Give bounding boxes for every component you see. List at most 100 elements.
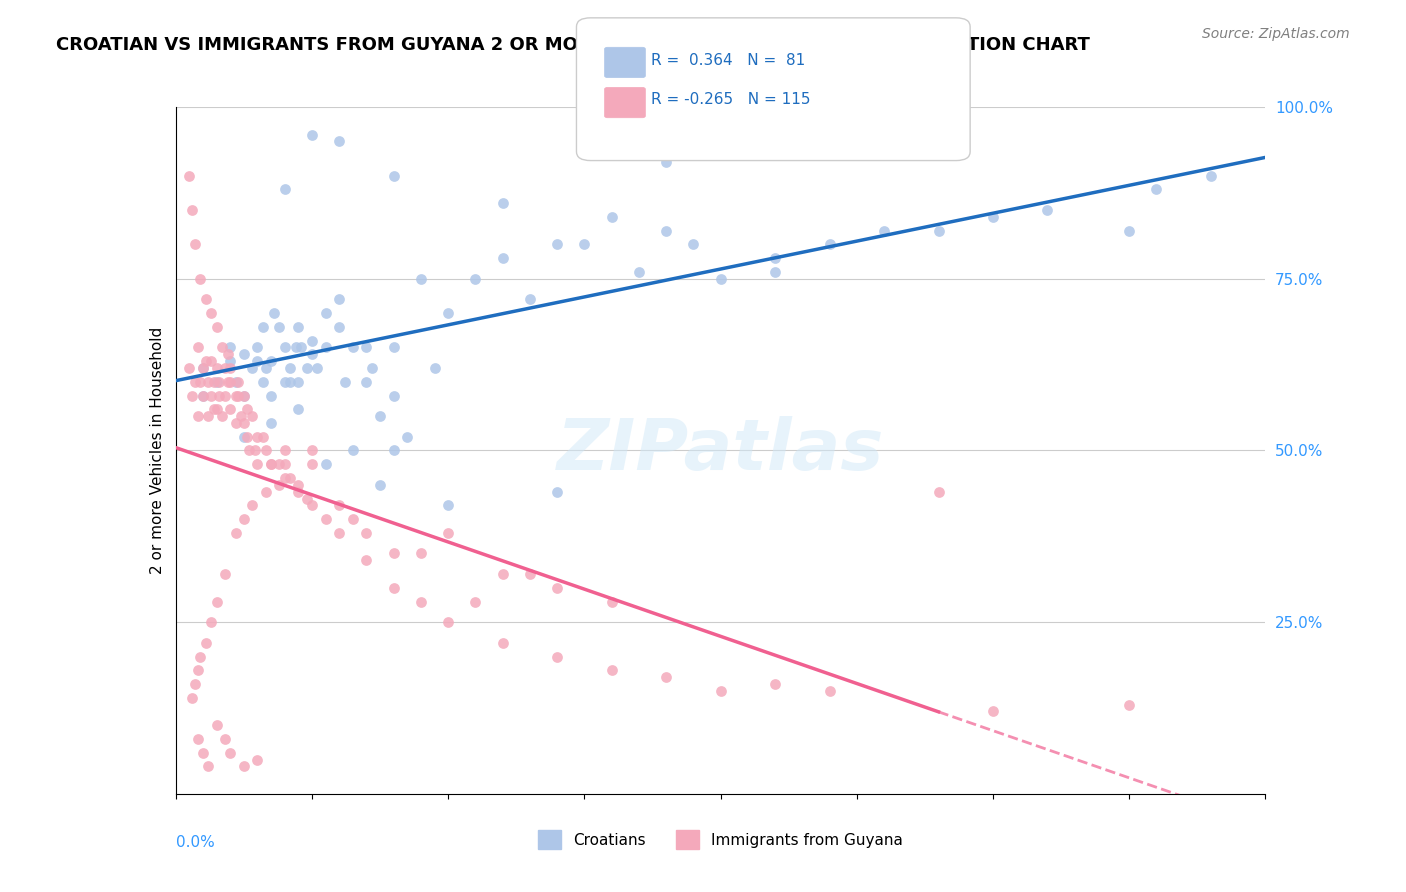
- Point: [492, 567, 515, 582]
- Point: [710, 271, 733, 285]
- Point: [184, 677, 207, 691]
- Point: [232, 416, 254, 430]
- Point: [219, 402, 242, 417]
- Point: [246, 354, 269, 368]
- Point: [382, 443, 405, 458]
- Point: [232, 759, 254, 773]
- Y-axis label: 2 or more Vehicles in Household: 2 or more Vehicles in Household: [149, 326, 165, 574]
- Point: [437, 615, 460, 630]
- Point: [307, 361, 329, 376]
- Point: [228, 375, 250, 389]
- Point: [627, 265, 650, 279]
- Point: [214, 567, 236, 582]
- Point: [200, 354, 222, 368]
- Point: [200, 615, 222, 630]
- Point: [214, 361, 236, 376]
- Point: [205, 594, 228, 608]
- Point: [301, 457, 323, 471]
- Point: [197, 759, 219, 773]
- Point: [240, 499, 263, 513]
- Point: [232, 347, 254, 361]
- Point: [260, 416, 283, 430]
- Point: [232, 430, 254, 444]
- Point: [382, 340, 405, 354]
- Point: [202, 375, 225, 389]
- Point: [464, 594, 486, 608]
- Point: [219, 354, 242, 368]
- Point: [254, 361, 277, 376]
- Point: [710, 683, 733, 698]
- Point: [315, 457, 337, 471]
- Point: [205, 319, 228, 334]
- Point: [928, 484, 950, 499]
- Point: [437, 499, 460, 513]
- Point: [360, 361, 382, 376]
- Point: [574, 237, 596, 252]
- Point: [655, 670, 678, 684]
- Point: [200, 306, 222, 320]
- Point: [254, 443, 277, 458]
- Point: [208, 388, 231, 402]
- Point: [356, 340, 378, 354]
- Point: [301, 499, 323, 513]
- Point: [295, 361, 318, 376]
- Point: [328, 319, 350, 334]
- Point: [260, 354, 283, 368]
- Point: [301, 443, 323, 458]
- Point: [295, 491, 318, 506]
- Point: [225, 525, 247, 540]
- Point: [217, 375, 239, 389]
- Point: [546, 237, 568, 252]
- Point: [191, 361, 214, 376]
- Point: [194, 354, 217, 368]
- Point: [328, 499, 350, 513]
- Point: [682, 237, 704, 252]
- Point: [205, 361, 228, 376]
- Point: [240, 361, 263, 376]
- Point: [252, 375, 274, 389]
- Point: [246, 340, 269, 354]
- Point: [269, 319, 291, 334]
- Point: [356, 525, 378, 540]
- Point: [1118, 224, 1140, 238]
- Point: [1036, 203, 1059, 218]
- Point: [186, 663, 209, 677]
- Point: [232, 512, 254, 526]
- Point: [238, 443, 260, 458]
- Point: [492, 636, 515, 650]
- Point: [368, 409, 391, 423]
- Point: [287, 375, 309, 389]
- Point: [818, 237, 841, 252]
- Legend: Croatians, Immigrants from Guyana: Croatians, Immigrants from Guyana: [531, 824, 910, 855]
- Point: [873, 224, 896, 238]
- Point: [194, 293, 217, 307]
- Point: [252, 430, 274, 444]
- Point: [188, 375, 211, 389]
- Point: [333, 375, 356, 389]
- Point: [928, 224, 950, 238]
- Point: [981, 210, 1004, 224]
- Point: [356, 553, 378, 567]
- Point: [202, 402, 225, 417]
- Point: [217, 347, 239, 361]
- Point: [437, 525, 460, 540]
- Point: [211, 409, 233, 423]
- Point: [243, 443, 266, 458]
- Point: [219, 340, 242, 354]
- Point: [763, 677, 786, 691]
- Point: [1144, 182, 1167, 196]
- Point: [184, 375, 207, 389]
- Point: [191, 388, 214, 402]
- Point: [382, 169, 405, 183]
- Point: [235, 430, 257, 444]
- Point: [464, 271, 486, 285]
- Point: [301, 334, 323, 348]
- Point: [492, 251, 515, 265]
- Point: [225, 416, 247, 430]
- Point: [197, 409, 219, 423]
- Point: [219, 375, 242, 389]
- Point: [252, 319, 274, 334]
- Point: [600, 210, 623, 224]
- Point: [240, 409, 263, 423]
- Point: [409, 594, 432, 608]
